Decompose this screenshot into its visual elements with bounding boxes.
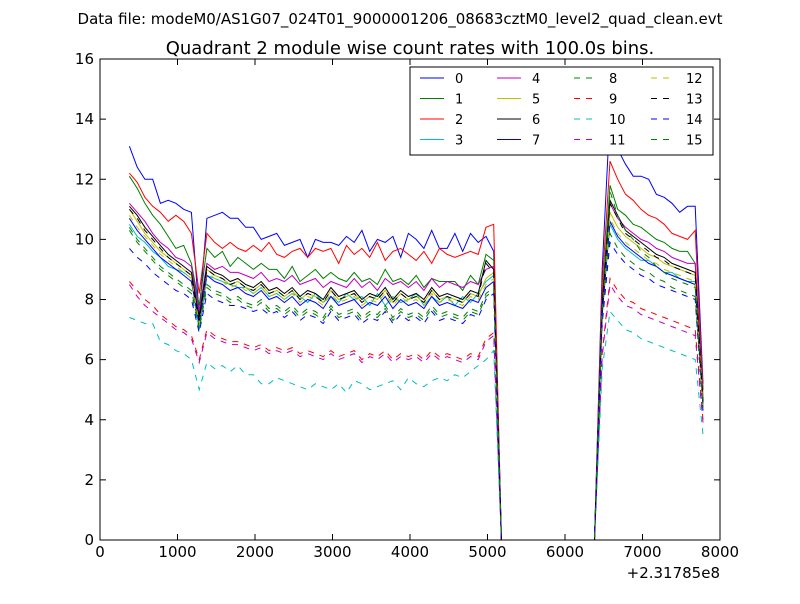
legend-frame [409,66,714,156]
y-tick-label: 2 [84,471,94,489]
y-tick-label: 14 [75,110,94,128]
series-line-0 [128,112,704,540]
x-axis-offset-label: +2.31785e8 [627,564,720,582]
x-tick-label: 2000 [236,543,274,561]
x-tick-label: 8000 [701,543,739,561]
legend-label-10: 10 [609,113,626,128]
series-line-1 [128,175,704,540]
series-line-6 [129,198,704,540]
y-tick-label: 10 [75,230,94,248]
legend-label-4: 4 [532,72,540,87]
series-line-10 [129,310,704,540]
series-line-12 [128,215,704,540]
y-tick-label: 8 [84,291,94,309]
y-tick-label: 0 [84,531,94,549]
legend-label-1: 1 [455,93,463,108]
chart-suptitle: Data file: modeM0/AS1G07_024T01_90000012… [78,10,723,29]
y-tick-label: 6 [84,351,94,369]
chart-title: Quadrant 2 module wise count rates with … [166,38,655,59]
legend-label-2: 2 [455,113,463,128]
plot-area: 0 1000 2000 3000 4000 5000 6000 7000 80000246810… [75,50,739,561]
x-tick-label: 4000 [391,543,429,561]
y-tick-label: 16 [75,50,94,68]
legend-label-14: 14 [686,113,703,128]
series-line-5 [128,209,704,540]
legend-label-15: 15 [686,134,703,149]
legend-label-5: 5 [532,93,540,108]
series-line-15 [128,191,704,540]
x-tick-label: 5000 [468,543,506,561]
y-tick-label: 4 [84,411,94,429]
legend-label-13: 13 [686,93,703,108]
series-line-8 [128,230,704,540]
x-tick-label: 1000 [158,543,196,561]
series-line-14 [129,240,704,540]
series-line-13 [129,201,704,540]
series-line-7 [128,218,704,540]
x-tick-label: 6000 [546,543,584,561]
series-lines [128,112,704,540]
legend-label-3: 3 [455,134,463,149]
series-line-3 [128,222,704,540]
legend-label-6: 6 [532,113,540,128]
series-line-11 [128,283,704,540]
series-line-4 [129,201,704,540]
x-tick-label: 0 [95,543,105,561]
series-line-2 [129,161,704,540]
legend-label-0: 0 [455,72,463,87]
x-tick-label: 3000 [313,543,351,561]
y-tick-label: 12 [75,170,94,188]
legend-label-12: 12 [686,72,703,87]
legend-label-8: 8 [609,72,617,87]
x-tick-label: 7000 [623,543,661,561]
legend-label-7: 7 [532,134,540,149]
legend-label-9: 9 [609,93,617,108]
legend-label-11: 11 [609,134,626,149]
series-line-9 [129,277,704,540]
